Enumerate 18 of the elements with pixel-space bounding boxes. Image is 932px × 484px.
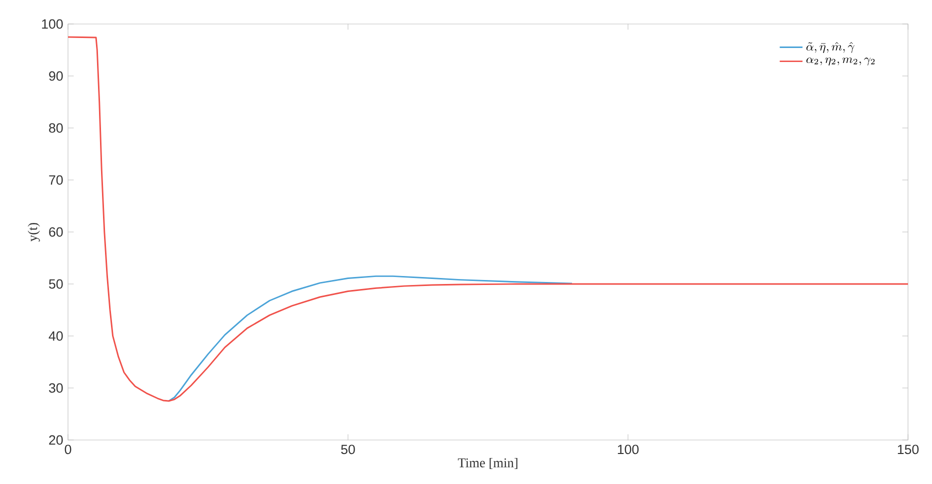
legend-label: $\alpha_2, \eta_2, m_2, \gamma_2$ xyxy=(806,58,875,66)
y-tick-label: 30 xyxy=(48,383,63,393)
x-axis-title: Time [min] xyxy=(458,458,518,469)
x-tick-label: 100 xyxy=(618,444,639,454)
y-tick-label: 80 xyxy=(49,123,63,133)
x-tick-label: 0 xyxy=(64,444,72,454)
x-tick-label: 150 xyxy=(898,444,919,454)
y-axis-title: y(t) xyxy=(28,222,40,242)
line-series xyxy=(168,275,573,402)
y-tick-label: 40 xyxy=(48,331,63,341)
y-tick-label: 100 xyxy=(42,19,63,29)
y-tick-label: 70 xyxy=(49,175,63,185)
y-tick-label: 20 xyxy=(49,435,63,445)
legend-label: $\tilde{\alpha}, \bar{\eta}, \hat{m}, \hat{\gamma}$ xyxy=(806,42,854,53)
y-tick-label: 50 xyxy=(49,279,63,289)
x-tick-label: 50 xyxy=(341,444,355,454)
y-tick-label: 90 xyxy=(49,71,63,81)
y-tick-label: 60 xyxy=(49,227,63,237)
